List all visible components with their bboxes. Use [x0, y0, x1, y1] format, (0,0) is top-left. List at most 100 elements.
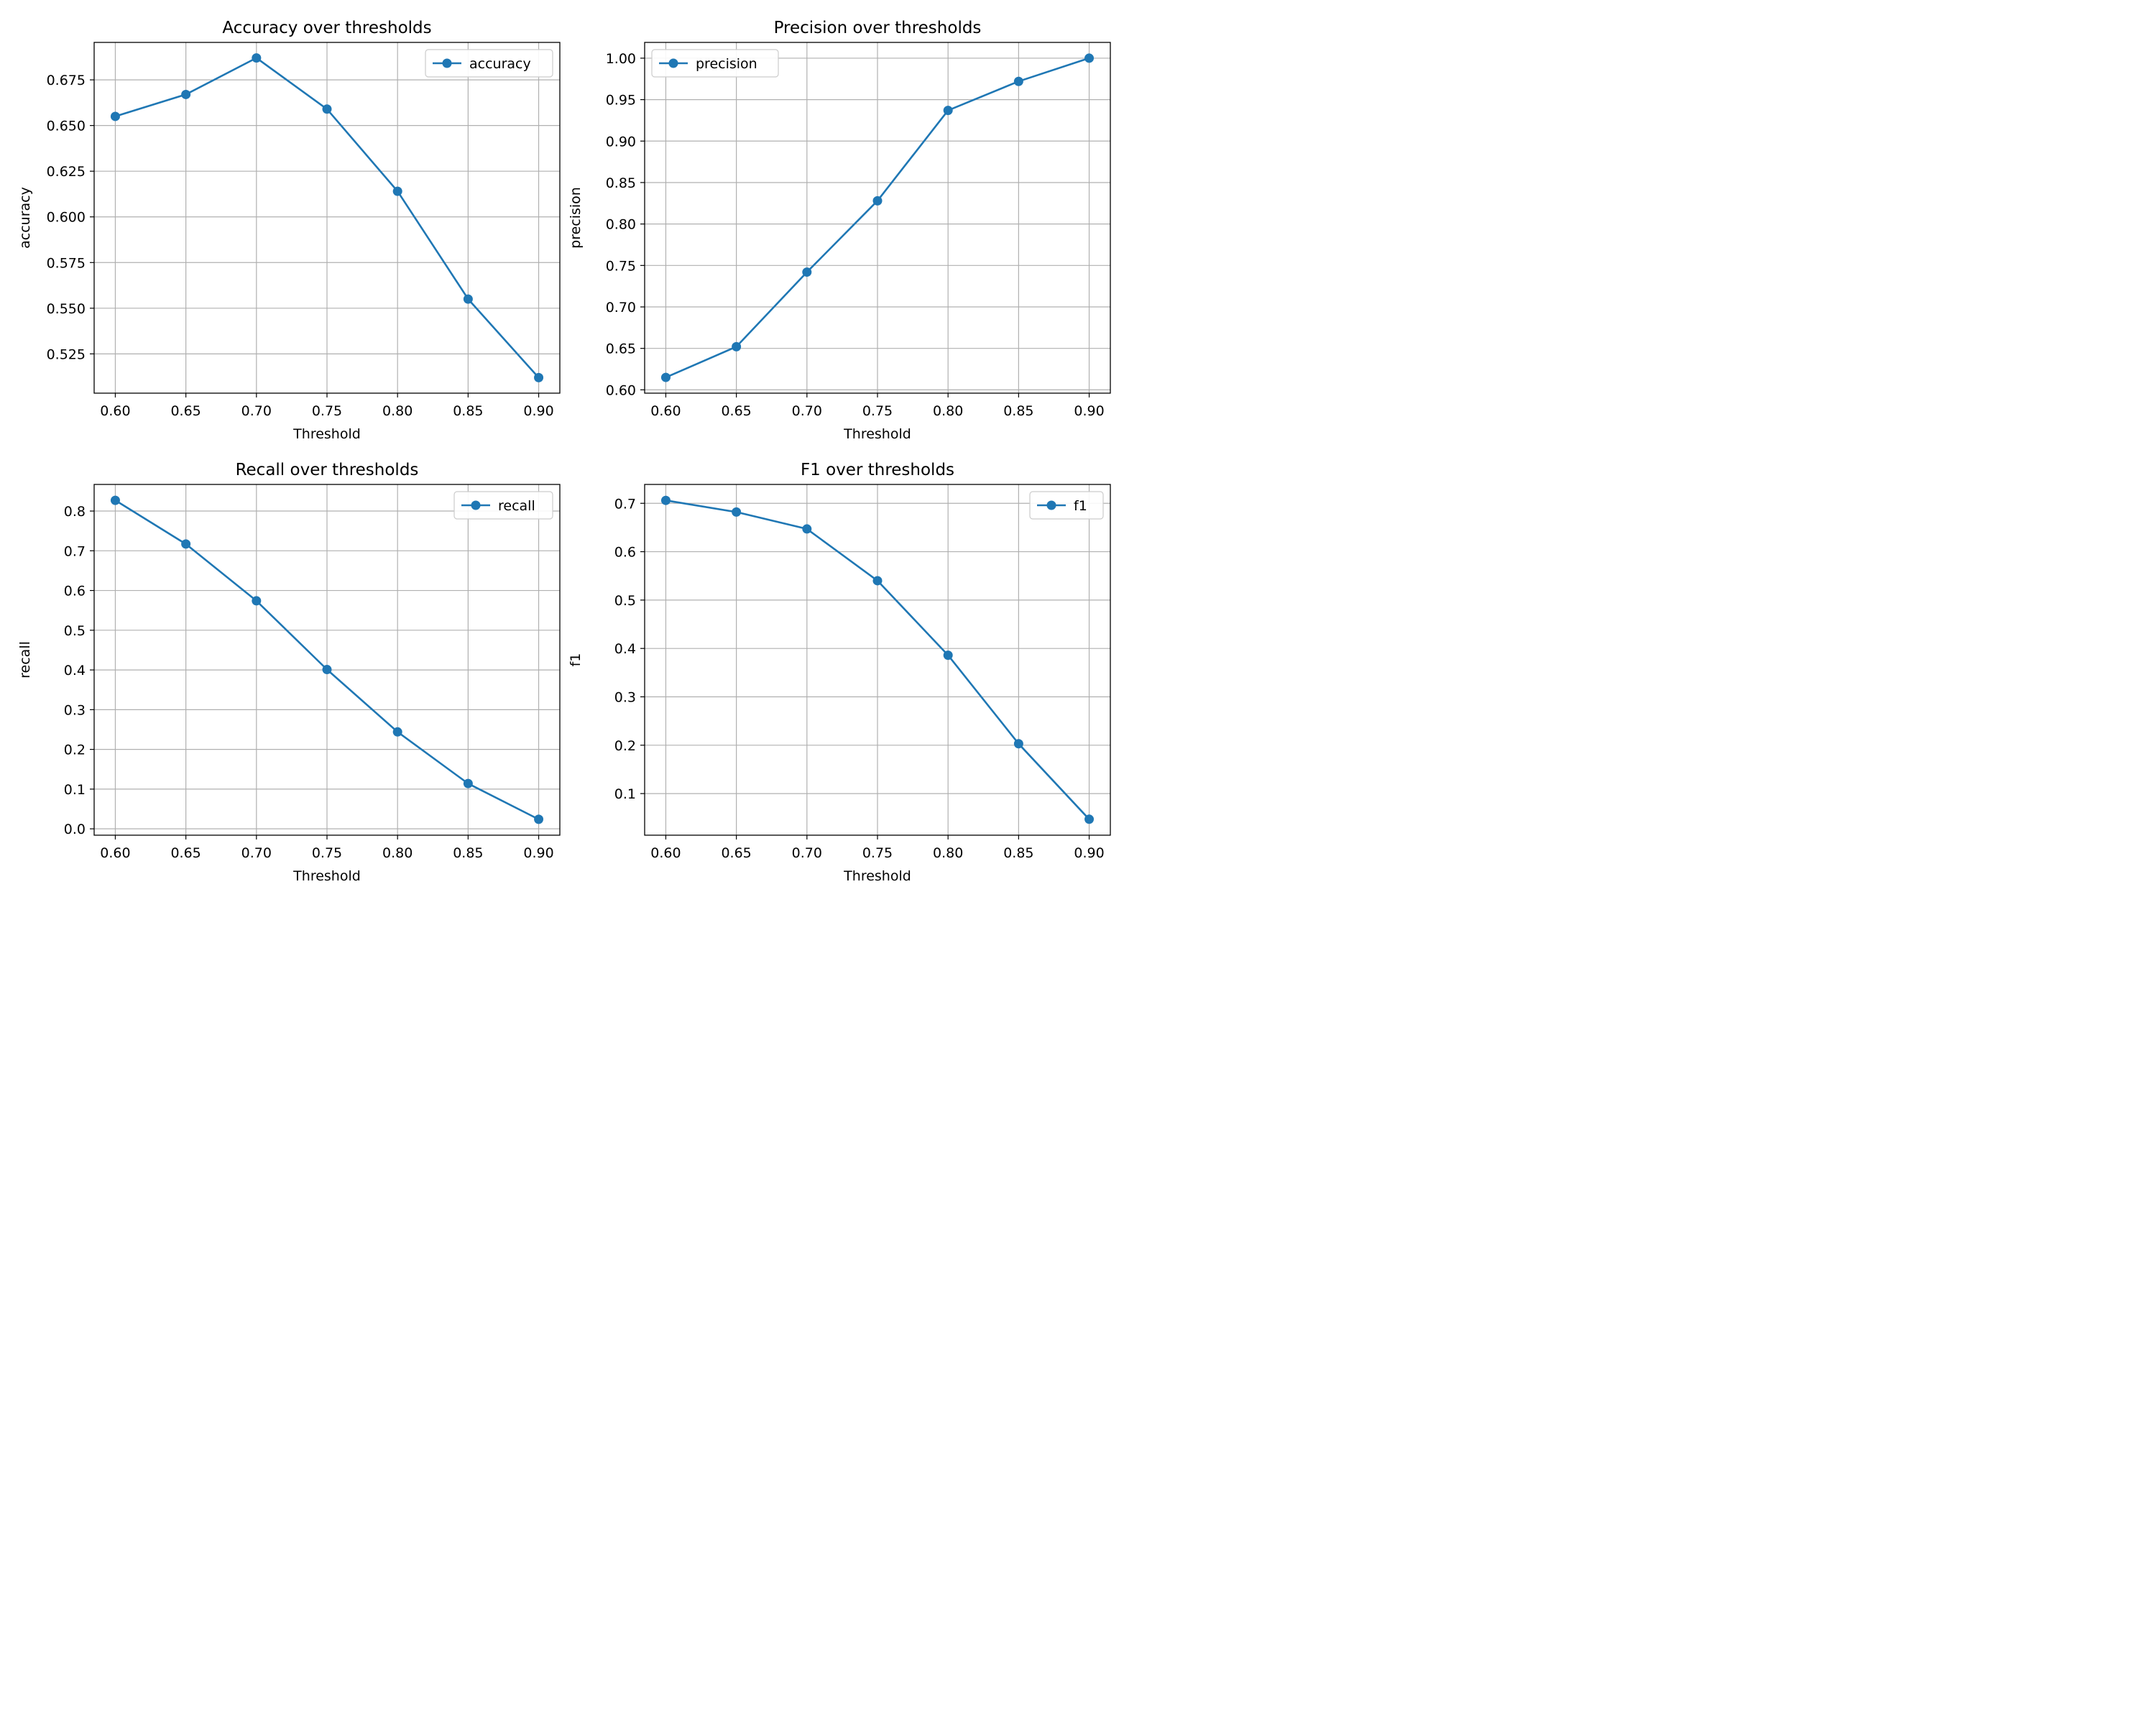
legend-box — [425, 49, 553, 78]
y-tick-label: 0.0 — [64, 822, 86, 837]
x-tick-label: 0.90 — [523, 845, 553, 861]
chart-panel-recall: 0.60 0.65 0.70 0.75 0.80 0.85 0.90 0.0 0.1 0.2 0.3… — [17, 461, 561, 884]
x-tick-label: 0.90 — [523, 403, 553, 419]
x-tick-label: 0.65 — [170, 403, 201, 419]
data-point — [1013, 76, 1023, 86]
data-point — [181, 539, 191, 549]
data-point — [322, 104, 332, 114]
x-tick-label: 0.80 — [382, 403, 413, 419]
data-point — [392, 186, 402, 196]
data-point — [802, 267, 812, 277]
y-tick-label: 0.7 — [64, 543, 86, 559]
data-point — [534, 372, 544, 382]
y-tick-label: 0.675 — [47, 73, 86, 88]
data-point — [732, 341, 742, 351]
x-tick-label: 0.85 — [453, 845, 483, 861]
y-tick-label: 0.6 — [64, 584, 86, 599]
figure: 0.60 0.65 0.70 0.75 0.80 0.85 0.90 0.525 0.550 0.… — [17, 19, 1111, 884]
y-tick-label: 0.75 — [606, 258, 636, 274]
x-tick-label: 0.70 — [241, 845, 272, 861]
data-point — [110, 111, 120, 121]
x-tick-label: 0.60 — [650, 845, 681, 861]
data-point — [660, 495, 671, 505]
x-tick-label: 0.65 — [721, 403, 751, 419]
chart-title: Recall over thresholds — [236, 461, 419, 479]
x-tick-label: 0.80 — [382, 845, 413, 861]
data-point — [802, 524, 812, 534]
chart-title: Accuracy over thresholds — [222, 19, 431, 37]
data-point — [322, 665, 332, 675]
legend-marker — [471, 500, 481, 510]
y-tick-label: 0.2 — [614, 738, 636, 754]
y-tick-label: 0.4 — [64, 663, 86, 678]
x-tick-label: 0.70 — [792, 403, 822, 419]
y-tick-label: 0.650 — [47, 119, 86, 134]
data-point — [252, 53, 262, 63]
chart-panel-f1: 0.60 0.65 0.70 0.75 0.80 0.85 0.90 0.1 0.2 0.3 0.4… — [568, 461, 1111, 884]
legend: precision — [651, 49, 779, 78]
x-tick-label: 0.75 — [862, 403, 893, 419]
y-axis-label: recall — [17, 641, 33, 678]
x-tick-label: 0.60 — [100, 403, 130, 419]
data-point — [943, 106, 953, 116]
x-tick-label: 0.90 — [1074, 845, 1104, 861]
legend-label: precision — [696, 56, 757, 72]
y-tick-label: 0.5 — [614, 593, 636, 609]
y-tick-label: 0.5 — [64, 623, 86, 639]
y-axis-label: precision — [568, 187, 584, 249]
x-tick-label: 0.75 — [862, 845, 893, 861]
y-tick-label: 0.60 — [606, 382, 636, 398]
data-point — [463, 778, 473, 788]
data-point — [181, 89, 191, 99]
y-tick-label: 0.3 — [64, 702, 86, 718]
y-tick-label: 0.625 — [47, 164, 86, 180]
y-tick-label: 0.8 — [64, 504, 86, 520]
y-tick-label: 0.70 — [606, 300, 636, 316]
data-point — [392, 727, 402, 737]
chart-title: F1 over thresholds — [801, 461, 954, 479]
y-tick-label: 0.65 — [606, 341, 636, 357]
legend-marker — [668, 58, 678, 68]
data-point — [463, 294, 473, 304]
y-axis-label: f1 — [568, 653, 584, 667]
x-tick-label: 0.65 — [170, 845, 201, 861]
y-tick-label: 0.3 — [614, 689, 636, 705]
x-axis-label: Threshold — [843, 868, 911, 884]
x-tick-label: 0.85 — [1003, 845, 1033, 861]
data-point — [872, 576, 883, 586]
data-point — [660, 372, 671, 382]
y-tick-label: 0.1 — [614, 786, 636, 802]
y-tick-label: 0.4 — [614, 641, 636, 657]
y-tick-label: 0.80 — [606, 217, 636, 233]
data-point — [252, 596, 262, 606]
x-tick-label: 0.60 — [650, 403, 681, 419]
y-tick-label: 0.6 — [614, 545, 636, 561]
data-point — [534, 814, 544, 824]
y-tick-label: 0.85 — [606, 175, 636, 191]
x-tick-label: 0.75 — [312, 403, 342, 419]
y-axis-label: accuracy — [17, 187, 33, 249]
x-tick-label: 0.70 — [792, 845, 822, 861]
x-tick-label: 0.75 — [312, 845, 342, 861]
y-tick-label: 0.1 — [64, 782, 86, 798]
x-tick-label: 0.60 — [100, 845, 130, 861]
data-point — [943, 650, 953, 661]
legend: f1 — [1029, 491, 1104, 520]
x-tick-label: 0.85 — [453, 403, 483, 419]
legend-marker — [442, 58, 452, 68]
data-point — [1084, 53, 1095, 63]
legend-label: accuracy — [469, 56, 531, 72]
x-tick-label: 0.65 — [721, 845, 751, 861]
x-tick-label: 0.80 — [933, 403, 963, 419]
x-axis-label: Threshold — [292, 426, 361, 442]
data-point — [1013, 739, 1023, 749]
data-point — [1084, 814, 1095, 824]
legend-box — [1029, 491, 1104, 520]
y-tick-label: 0.550 — [47, 301, 86, 317]
y-tick-label: 0.575 — [47, 255, 86, 271]
chart-title: Precision over thresholds — [774, 19, 982, 37]
x-tick-label: 0.70 — [241, 403, 272, 419]
y-tick-label: 0.2 — [64, 742, 86, 758]
legend-marker — [1046, 500, 1056, 510]
data-point — [732, 507, 742, 517]
